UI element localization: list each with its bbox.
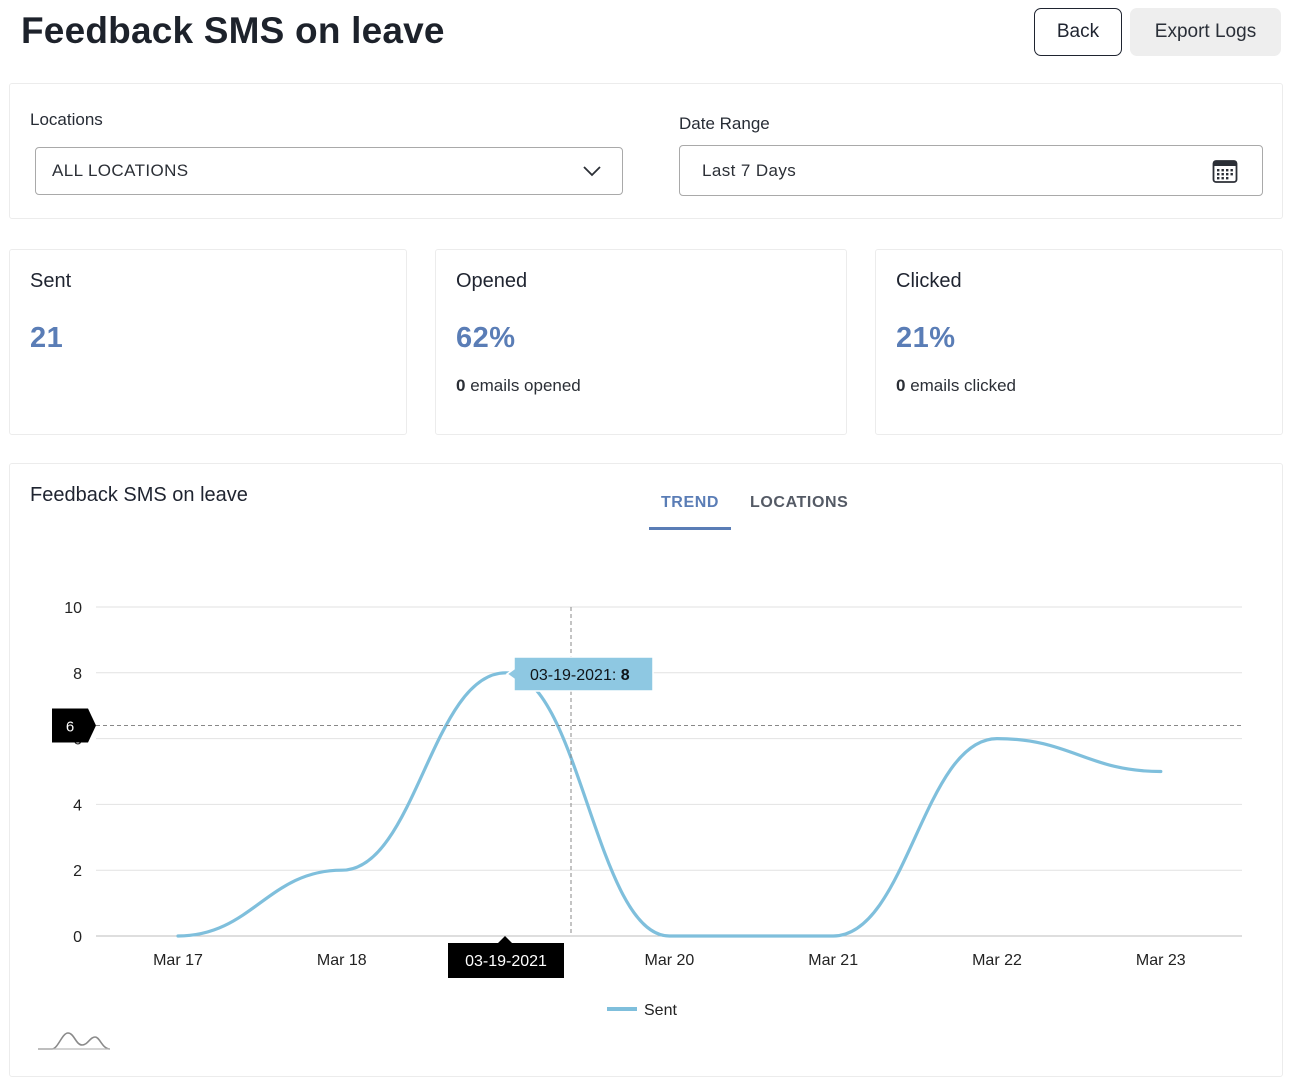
stat-title: Clicked: [896, 270, 962, 292]
filters-panel: Locations ALL LOCATIONS Date Range Last …: [9, 83, 1283, 219]
stat-value: 62%: [456, 322, 516, 354]
stat-count: 0: [456, 376, 466, 395]
locations-select-value: ALL LOCATIONS: [52, 161, 189, 180]
chevron-down-icon: [583, 166, 601, 177]
chart-panel: Feedback SMS on leave TREND LOCATIONS: [9, 463, 1283, 1077]
stat-subtext: 0 emails clicked: [896, 376, 1016, 396]
locations-select[interactable]: ALL LOCATIONS: [35, 147, 623, 195]
export-logs-button[interactable]: Export Logs: [1130, 8, 1281, 56]
stat-title: Sent: [30, 270, 72, 292]
date-range-input[interactable]: Last 7 Days: [679, 145, 1263, 196]
tab-locations[interactable]: LOCATIONS: [750, 494, 849, 511]
locations-label: Locations: [30, 110, 103, 129]
stat-value: 21: [30, 322, 64, 354]
page-title: Feedback SMS on leave: [21, 10, 445, 51]
back-button[interactable]: Back: [1034, 8, 1122, 56]
stat-sub-label: emails opened: [465, 376, 581, 395]
stat-subtext: 0 emails opened: [456, 376, 581, 396]
stat-sub-label: emails clicked: [905, 376, 1017, 395]
calendar-icon[interactable]: [1212, 158, 1238, 184]
stat-card-sent: Sent 21: [9, 249, 407, 435]
stat-value: 21%: [896, 322, 956, 354]
chart-title: Feedback SMS on leave: [30, 484, 248, 506]
stat-card-clicked: Clicked 21% 0 emails clicked: [875, 249, 1283, 435]
stat-card-opened: Opened 62% 0 emails opened: [435, 249, 847, 435]
tab-trend[interactable]: TREND: [649, 494, 731, 530]
date-range-label: Date Range: [679, 114, 770, 133]
stat-count: 0: [896, 376, 906, 395]
stat-title: Opened: [456, 270, 528, 292]
date-range-value: Last 7 Days: [702, 160, 797, 180]
